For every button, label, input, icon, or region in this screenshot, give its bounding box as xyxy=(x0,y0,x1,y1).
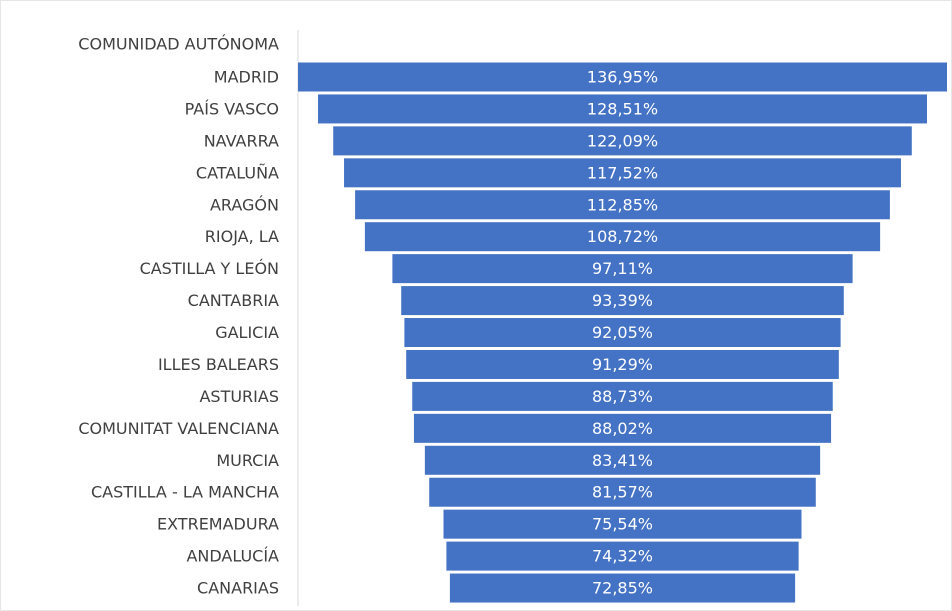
value-label: 88,73% xyxy=(592,387,653,406)
value-label: 117,52% xyxy=(587,163,658,182)
bar xyxy=(392,254,853,284)
category-label: MADRID xyxy=(214,68,279,87)
value-label: 112,85% xyxy=(587,195,658,214)
bar xyxy=(413,413,832,443)
value-label: 83,41% xyxy=(592,451,653,470)
bar xyxy=(449,573,796,603)
bar xyxy=(317,94,928,124)
value-label: 91,29% xyxy=(592,355,653,374)
category-label: COMUNITAT VALENCIANA xyxy=(78,419,279,438)
category-label: CASTILLA Y LEÓN xyxy=(140,259,279,278)
bar xyxy=(333,126,912,156)
bar xyxy=(344,158,901,188)
category-label: GALICIA xyxy=(215,323,279,342)
bar xyxy=(446,541,799,571)
value-label: 136,95% xyxy=(587,68,658,87)
value-label: 108,72% xyxy=(587,227,658,246)
category-label: RIOJA, LA xyxy=(205,227,279,246)
value-label: 128,51% xyxy=(587,99,658,118)
category-header: COMUNIDAD AUTÓNOMA xyxy=(78,35,279,54)
value-label: 88,02% xyxy=(592,419,653,438)
category-label: ILLES BALEARS xyxy=(158,355,279,374)
bar xyxy=(404,318,841,348)
bar xyxy=(401,286,844,316)
category-label: CATALUÑA xyxy=(196,163,279,182)
bar xyxy=(443,509,802,539)
value-label: 93,39% xyxy=(592,291,653,310)
value-label: 92,05% xyxy=(592,323,653,342)
bar xyxy=(412,381,833,411)
category-label: CANTABRIA xyxy=(188,291,279,310)
bar xyxy=(355,190,890,220)
bar xyxy=(364,222,881,252)
category-label: EXTREMADURA xyxy=(157,515,279,534)
bar xyxy=(424,445,821,475)
category-label: ANDALUCÍA xyxy=(186,547,279,566)
category-label: NAVARRA xyxy=(204,131,279,150)
value-label: 81,57% xyxy=(592,483,653,502)
value-label: 72,85% xyxy=(592,579,653,598)
bar xyxy=(429,477,816,507)
category-label: ASTURIAS xyxy=(199,387,279,406)
value-label: 74,32% xyxy=(592,547,653,566)
value-label: 75,54% xyxy=(592,515,653,534)
value-label: 97,11% xyxy=(592,259,653,278)
category-label: CANARIAS xyxy=(197,579,279,598)
category-label: ARAGÓN xyxy=(210,195,279,214)
category-label: MURCIA xyxy=(216,451,279,470)
bar xyxy=(406,349,839,379)
bar xyxy=(298,62,947,92)
category-label: PAÍS VASCO xyxy=(185,99,279,118)
value-label: 122,09% xyxy=(587,131,658,150)
category-label: CASTILLA - LA MANCHA xyxy=(91,483,279,502)
